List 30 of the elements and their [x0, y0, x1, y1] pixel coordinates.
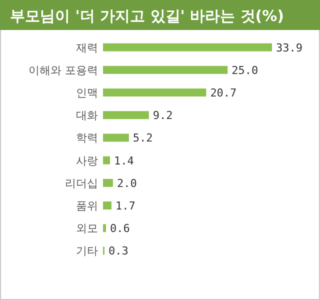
data-label: 0.3: [108, 244, 128, 258]
y-tick-label: 인맥: [76, 86, 98, 100]
data-label: 0.6: [110, 222, 130, 236]
bar: [103, 66, 228, 74]
data-label: 9.2: [152, 109, 173, 122]
bar: [103, 111, 149, 120]
data-label: 1.4: [114, 154, 134, 168]
bar: [103, 202, 112, 210]
chart-title: 부모님이 '더 가지고 있길' 바라는 것(%): [10, 7, 284, 25]
data-label: 33.9: [276, 41, 302, 54]
bar: [103, 224, 106, 232]
bar: [103, 88, 206, 96]
y-tick-label: 리더십: [65, 176, 98, 190]
data-label: 25.0: [232, 64, 258, 77]
y-tick-label: 이해와 포용력: [28, 64, 98, 77]
data-label: 20.7: [210, 86, 237, 100]
y-tick-label: 학력: [76, 132, 98, 145]
bar: [103, 156, 110, 164]
data-label: 1.7: [115, 200, 136, 212]
y-tick-label: 기타: [76, 244, 98, 258]
y-tick-label: 외모: [76, 222, 98, 236]
y-tick-label: 품위: [76, 200, 98, 212]
y-tick-label: 사랑: [76, 154, 98, 168]
data-label: 2.0: [116, 176, 137, 190]
bar: [103, 43, 272, 52]
y-tick-label: 대화: [76, 109, 98, 122]
y-tick-label: 재력: [76, 41, 98, 54]
bar: [103, 178, 113, 187]
bar: [103, 134, 129, 142]
data-label: 5.2: [132, 132, 153, 145]
